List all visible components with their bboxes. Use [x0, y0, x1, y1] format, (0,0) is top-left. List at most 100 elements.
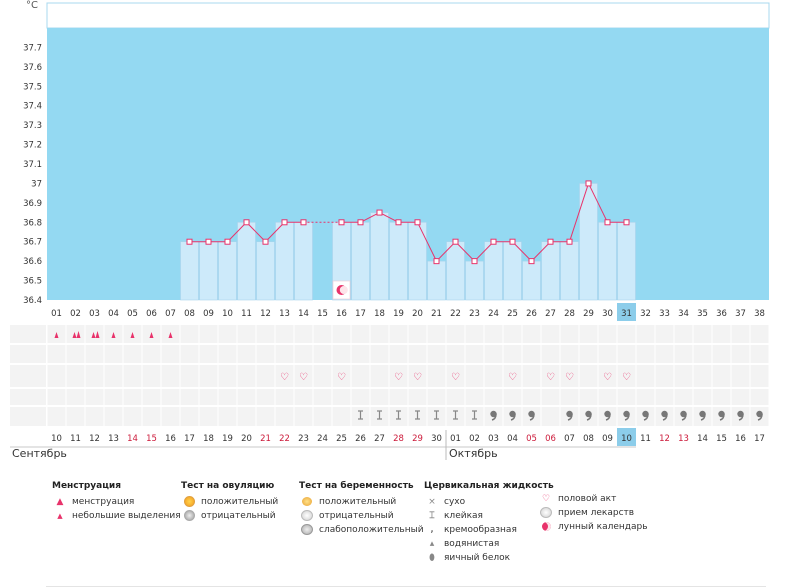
marker-cell: [446, 389, 465, 405]
marker-cell: [693, 325, 712, 343]
legend-pregnancy-item: отрицательный: [319, 511, 394, 521]
cycle-day-label: 20: [412, 309, 423, 319]
temperature-point: [338, 219, 345, 226]
menstruation-heavy-icon: [76, 331, 81, 338]
cycle-day-label: 35: [697, 309, 708, 319]
marker-cell: [560, 345, 579, 363]
date-label: 01: [450, 434, 461, 444]
marker-cell: [389, 365, 408, 387]
marker-cell: [389, 389, 408, 405]
creamy-icon: [680, 410, 687, 418]
creamy-icon: [509, 410, 516, 418]
marker-cell: [123, 365, 142, 387]
marker-cell: [142, 345, 161, 363]
date-label: 03: [488, 434, 499, 444]
temperature-bar: [617, 221, 636, 301]
temperature-bar: [237, 221, 256, 301]
temperature-point: [300, 219, 307, 226]
date-label: 08: [583, 434, 594, 444]
sticky-icon: ⌶: [429, 511, 435, 521]
cycle-day-label: 19: [393, 309, 404, 319]
date-label: 20: [241, 434, 252, 444]
marker-cell: [123, 407, 142, 426]
menstruation-icon: [130, 332, 135, 338]
marker-cell: [161, 345, 180, 363]
creamy-icon: [566, 410, 573, 418]
cycle-day-label: 12: [260, 309, 271, 319]
legend-menstruation: Менструация ▲ менструация ▲ небольшие выде…: [52, 481, 181, 523]
marker-cell: [313, 325, 332, 343]
marker-cell: [389, 325, 408, 343]
temperature-bar: [541, 241, 560, 301]
marker-cell: [465, 389, 484, 405]
temperature-bar: [598, 221, 617, 301]
marker-cell: [218, 325, 237, 343]
date-label: 10: [51, 434, 62, 444]
date-label: 13: [108, 434, 119, 444]
marker-cell: [579, 345, 598, 363]
plot-header-area: [46, 2, 770, 29]
marker-cell: [446, 365, 465, 387]
menstruation-icon: [168, 332, 173, 338]
marker-cell: [655, 389, 674, 405]
marker-cell: [731, 389, 750, 405]
marker-cell: [275, 365, 294, 387]
date-label: 27: [374, 434, 385, 444]
y-tick-label: 36.6: [23, 257, 42, 267]
temperature-bar: [180, 241, 199, 301]
cycle-day-label: 05: [127, 309, 138, 319]
marker-cell: [750, 325, 769, 343]
marker-cell: [636, 365, 655, 387]
cycle-day-label: 03: [89, 309, 100, 319]
y-tick-label: 37.5: [23, 82, 42, 92]
date-label: 12: [659, 434, 670, 444]
date-label: 02: [469, 434, 480, 444]
temperature-point: [509, 238, 516, 245]
marker-cell: [142, 407, 161, 426]
date-label: 05: [526, 434, 537, 444]
date-label: 28: [393, 434, 404, 444]
marker-cell: [313, 389, 332, 405]
marker-cell: [503, 389, 522, 405]
temperature-bar: [275, 221, 294, 301]
creamy-icon-tail: [491, 413, 497, 421]
legend-other: ♡ половой акт прием лекарств лунный кален…: [538, 492, 648, 534]
temperature-bar: [256, 241, 275, 301]
date-label: 29: [412, 434, 423, 444]
marker-cell: [389, 345, 408, 363]
temperature-point: [414, 219, 421, 226]
temperature-line-segment: [360, 212, 380, 223]
marker-cell: [66, 407, 85, 426]
date-label: 17: [184, 434, 195, 444]
date-label: 14: [697, 434, 708, 444]
date-label: 15: [146, 434, 157, 444]
marker-cell: [199, 365, 218, 387]
legend-other-item: половой акт: [558, 494, 617, 504]
temperature-point: [566, 238, 573, 245]
legend-pregnancy-item: слабоположительный: [319, 525, 424, 535]
creamy-icon: [604, 410, 611, 418]
month-label-october: Октябрь: [449, 447, 498, 460]
heart-icon: ♡: [451, 372, 460, 383]
temperature-point: [262, 238, 269, 245]
marker-cell: [294, 325, 313, 343]
marker-cell: [237, 365, 256, 387]
marker-cell: [636, 325, 655, 343]
marker-cell: [674, 345, 693, 363]
heart-icon: ♡: [541, 494, 551, 504]
marker-cell: [237, 389, 256, 405]
menstruation-icon: [149, 332, 154, 338]
cycle-day-label: 28: [564, 309, 575, 319]
temperature-bar: [218, 241, 237, 301]
marker-cell: [199, 389, 218, 405]
temperature-bar: [408, 221, 427, 301]
moon-icon-shadow: [339, 286, 348, 294]
marker-cell: [674, 389, 693, 405]
temperature-bar: [503, 241, 522, 301]
y-tick-label: 37.1: [23, 160, 42, 170]
y-tick-label: 37.3: [23, 121, 42, 131]
cycle-day-label: 27: [545, 309, 556, 319]
creamy-icon-tail: [700, 413, 706, 421]
legend: Менструация ▲ менструация ▲ небольшие выде…: [46, 474, 766, 587]
marker-cell: [294, 389, 313, 405]
